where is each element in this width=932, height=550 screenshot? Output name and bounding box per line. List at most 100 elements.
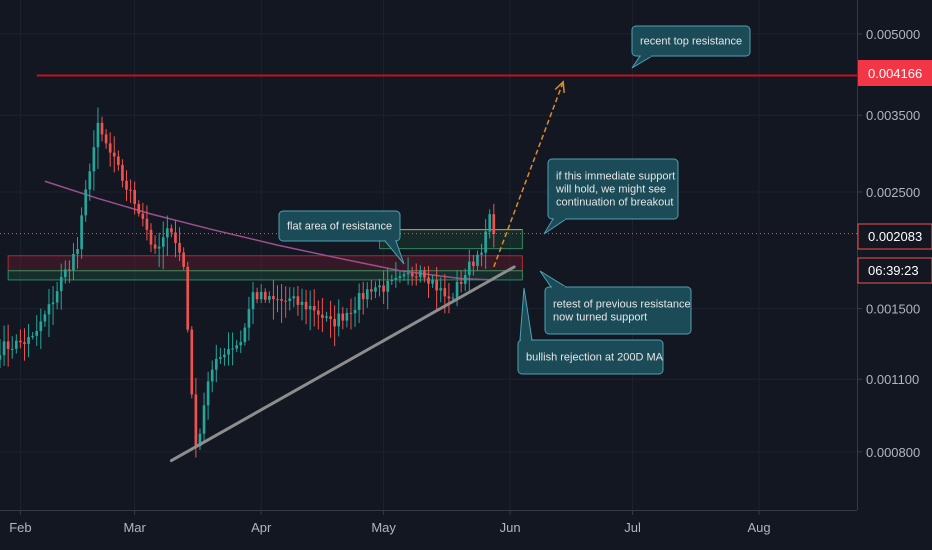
candle-body — [300, 301, 304, 305]
candle-body — [104, 134, 108, 144]
x-tick-label: Jul — [624, 520, 641, 535]
time-axis[interactable]: Feb Mar Apr May Jun Jul Aug — [9, 510, 771, 535]
candle-body — [365, 289, 369, 300]
candle-body — [235, 345, 239, 349]
candle-body — [463, 275, 467, 284]
candle-body — [321, 314, 324, 318]
candle-body — [374, 287, 377, 292]
candle-body — [80, 215, 83, 250]
candle-body — [51, 302, 55, 305]
candle-body — [27, 337, 30, 344]
candle-body — [419, 270, 422, 277]
candlestick-series — [0, 107, 496, 458]
annotations: recent top resistance if this immediate s… — [278, 25, 751, 375]
candle-body — [484, 231, 487, 253]
y-tick-label: 0.005000 — [866, 27, 920, 42]
candle-body — [198, 433, 202, 447]
candle-body — [206, 381, 210, 406]
candle-body — [292, 296, 296, 299]
candle-body — [476, 254, 479, 267]
candle-body — [272, 296, 275, 300]
candle-body — [480, 252, 483, 255]
callout-text: will hold, we might see — [555, 184, 666, 196]
candle-body — [243, 327, 247, 343]
countdown-badge-bg — [857, 257, 932, 284]
candle-body — [76, 249, 79, 254]
candle-body — [337, 313, 341, 327]
candle-body — [39, 321, 43, 332]
time-axis-background — [0, 510, 932, 550]
candle-body — [59, 277, 63, 292]
candle-body — [31, 335, 34, 338]
candle-body — [370, 289, 373, 292]
candle-body — [35, 331, 39, 336]
support-zone — [7, 270, 523, 281]
candle-body — [390, 279, 394, 281]
candle-body — [280, 299, 283, 301]
candle-body — [137, 204, 141, 214]
callout-text: bullish rejection at 200D MA — [526, 352, 664, 364]
projection-arrow-head — [554, 80, 565, 93]
candle-body — [72, 253, 75, 271]
candle-body — [345, 312, 349, 321]
candle-body — [231, 348, 234, 350]
x-tick-label: Jun — [500, 520, 521, 535]
resistance-price-label: 0.004166 — [868, 66, 922, 81]
candle-body — [194, 394, 198, 447]
callout-text: now turned support — [553, 312, 647, 324]
candle-body — [121, 164, 124, 181]
candle-body — [227, 349, 230, 355]
candle-body — [247, 309, 251, 328]
candle-body — [259, 291, 263, 300]
projection-arrow-shaft — [493, 81, 564, 268]
candle-body — [255, 292, 259, 300]
candle-body — [2, 341, 6, 356]
callout-text: flat area of resistance — [287, 221, 392, 233]
candle-body — [451, 297, 455, 299]
candle-body — [329, 316, 332, 320]
candle-body — [14, 340, 18, 349]
immediate-support-zone — [379, 229, 523, 250]
callout-box — [278, 210, 401, 242]
callout-box — [547, 158, 679, 220]
price-axis[interactable]: 0.005000 0.003500 0.002500 0.001500 0.001100… — [857, 27, 920, 460]
candle-body — [296, 296, 300, 305]
candle-body — [263, 291, 267, 300]
candle-body — [10, 348, 14, 350]
candle-body — [108, 143, 112, 153]
candle-body — [316, 310, 320, 315]
candle-body — [88, 171, 92, 190]
candle-body — [394, 277, 398, 280]
y-tick-label: 0.003500 — [866, 108, 920, 123]
x-tick-label: Feb — [9, 520, 31, 535]
candle-body — [214, 358, 218, 370]
callout-text: if this immediate support — [556, 171, 675, 183]
drawings — [0, 74, 857, 463]
candle-body — [6, 341, 10, 349]
candle-body — [174, 232, 177, 243]
candle-body — [308, 306, 312, 310]
callout-text: recent top resistance — [640, 36, 742, 48]
candle-body — [239, 342, 243, 346]
y-tick-label: 0.001500 — [866, 301, 920, 316]
candle-body — [492, 214, 496, 234]
candle-body — [414, 276, 418, 278]
y-tick-label: 0.000800 — [866, 445, 920, 460]
candle-body — [43, 314, 47, 322]
candle-body — [190, 329, 194, 395]
candle-body — [398, 276, 402, 278]
candle-body — [406, 273, 410, 275]
candle-body — [186, 266, 190, 330]
candle-body — [410, 273, 414, 277]
candle-body — [23, 342, 26, 344]
y-tick-label: 0.002500 — [866, 185, 920, 200]
candle-body — [353, 309, 357, 314]
candle-body — [443, 288, 447, 297]
candle-body — [129, 189, 132, 191]
candle-body — [153, 244, 157, 249]
candle-body — [55, 291, 59, 303]
candle-body — [472, 261, 475, 267]
